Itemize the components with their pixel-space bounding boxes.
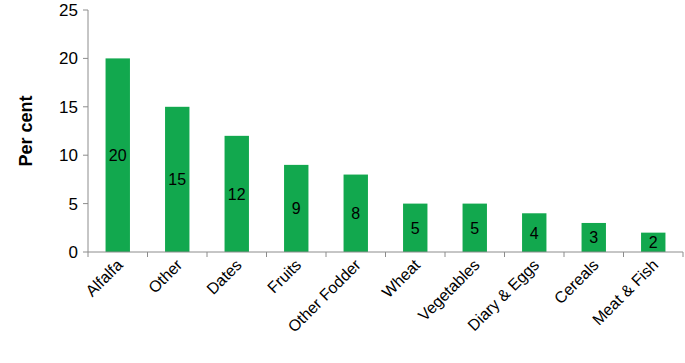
y-tick-label: 10: [59, 146, 78, 165]
y-tick: [83, 203, 88, 204]
bar: [522, 213, 546, 252]
x-tick: [88, 252, 89, 257]
data-label: 15: [168, 171, 186, 188]
x-tick: [683, 252, 684, 257]
y-tick: [83, 252, 88, 253]
data-label: 3: [589, 229, 598, 246]
bar: [582, 223, 606, 252]
data-label: 8: [351, 205, 360, 222]
data-label: 2: [649, 234, 658, 251]
bar: [344, 175, 368, 252]
y-tick: [83, 106, 88, 107]
x-tick-label: Cereals: [551, 256, 602, 307]
y-axis-line: [88, 10, 89, 252]
x-tick: [326, 252, 327, 257]
y-tick: [83, 10, 88, 11]
x-tick-label: Other: [145, 256, 186, 297]
y-tick-label: 20: [59, 49, 78, 68]
x-tick: [207, 252, 208, 257]
x-tick: [504, 252, 505, 257]
x-tick: [266, 252, 267, 257]
bar: [165, 107, 189, 252]
x-tick-label: Fruits: [264, 256, 304, 296]
x-tick-label: Dates: [203, 256, 245, 298]
x-tick-label: Other Fodder: [285, 256, 365, 336]
x-tick-label: Meat & Fish: [589, 256, 661, 328]
bar: [641, 233, 665, 252]
y-tick-label: 0: [69, 243, 78, 262]
y-tick-label: 25: [59, 1, 78, 20]
chart-svg: 20151298554320510152025AlfalfaOtherDates…: [0, 0, 685, 363]
x-tick: [147, 252, 148, 257]
bar: [225, 136, 249, 252]
data-label: 12: [228, 186, 246, 203]
bar: [106, 58, 130, 252]
y-tick-label: 15: [59, 98, 78, 117]
x-tick: [623, 252, 624, 257]
y-tick: [83, 155, 88, 156]
y-axis-title: Per cent: [16, 95, 36, 166]
data-label: 4: [530, 225, 539, 242]
x-tick: [445, 252, 446, 257]
x-tick: [385, 252, 386, 257]
x-tick: [564, 252, 565, 257]
bar: [463, 204, 487, 252]
bar: [403, 204, 427, 252]
data-label: 9: [292, 200, 301, 217]
data-label: 5: [470, 220, 479, 237]
y-tick-label: 5: [69, 195, 78, 214]
bar: [284, 165, 308, 252]
data-label: 5: [411, 220, 420, 237]
bars: [106, 58, 666, 252]
chart-root: 20151298554320510152025AlfalfaOtherDates…: [0, 0, 685, 363]
data-label: 20: [109, 147, 127, 164]
x-tick-label: Alfalfa: [82, 256, 126, 300]
x-tick-label: Wheat: [379, 256, 424, 301]
x-tick-label: Diary & Eggs: [464, 256, 542, 334]
y-tick: [83, 58, 88, 59]
